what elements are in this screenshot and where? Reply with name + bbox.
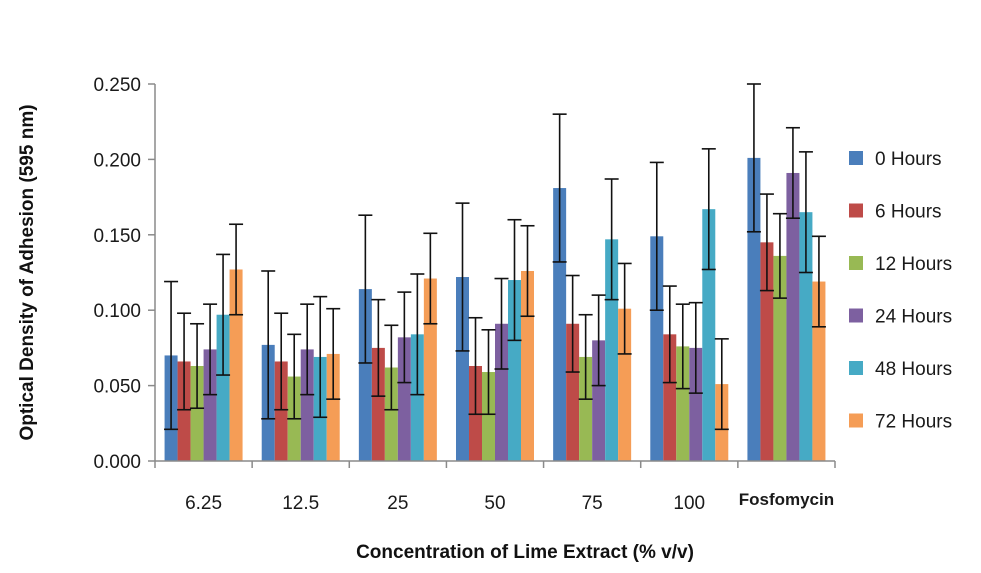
bar xyxy=(358,289,372,461)
error-bars-layer xyxy=(164,83,826,431)
legend-label: 24 Hours xyxy=(875,307,952,328)
bar xyxy=(663,334,677,461)
bar xyxy=(618,308,632,461)
bar xyxy=(592,340,606,461)
bar xyxy=(229,269,243,461)
y-ticks-layer: 0.000 0.050 0.100 0.150 0.200 0.250 xyxy=(93,75,155,473)
legend-swatch xyxy=(849,413,863,428)
bar xyxy=(482,372,495,461)
bar xyxy=(384,367,398,461)
bar xyxy=(508,280,521,461)
legend-label: 6 Hours xyxy=(875,202,942,223)
bar xyxy=(203,349,217,461)
legend: 0 Hours 6 Hours 12 Hours 24 Hours 48 Hours 72… xyxy=(849,149,952,433)
bar xyxy=(799,212,813,461)
bar xyxy=(216,314,230,461)
y-tick-label: 0.200 xyxy=(93,150,141,171)
legend-label: 0 Hours xyxy=(875,149,942,170)
bar xyxy=(566,323,580,461)
bar xyxy=(177,361,191,461)
x-tick-label: 12.5 xyxy=(282,493,319,514)
x-tick-label: 100 xyxy=(673,493,705,514)
y-tick-label: 0.250 xyxy=(93,75,141,96)
bar xyxy=(456,277,469,461)
bar xyxy=(274,361,288,461)
legend-swatch xyxy=(849,203,863,218)
y-axis-title: Optical Density of Adhesion (595 nm) xyxy=(17,104,38,440)
y-tick-label: 0.050 xyxy=(93,377,141,398)
bar xyxy=(702,209,716,461)
bar xyxy=(326,353,340,461)
legend-swatch xyxy=(849,256,863,270)
bar xyxy=(190,365,204,461)
y-tick-label: 0.100 xyxy=(93,301,141,322)
legend-label: 72 Hours xyxy=(875,412,952,433)
y-tick-label: 0.150 xyxy=(93,226,141,247)
x-ticks-layer: 6.25 12.5 25 50 75 100 Fosfomycin xyxy=(154,461,836,514)
bar xyxy=(371,347,385,461)
bar xyxy=(410,334,424,461)
bar xyxy=(650,236,664,461)
bar xyxy=(786,172,800,462)
bar xyxy=(605,239,619,461)
legend-swatch xyxy=(849,361,863,375)
bar xyxy=(676,346,690,461)
bar xyxy=(553,188,567,461)
x-axis-title: Concentration of Lime Extract (% v/v) xyxy=(356,542,694,563)
bar xyxy=(495,323,508,461)
bar xyxy=(689,347,703,461)
bar xyxy=(397,337,411,461)
bar xyxy=(300,349,314,461)
x-tick-label: 50 xyxy=(484,493,505,514)
x-tick-label: 25 xyxy=(387,493,408,514)
legend-label: 48 Hours xyxy=(875,359,952,380)
legend-swatch xyxy=(849,151,863,165)
legend-swatch xyxy=(849,308,863,323)
y-tick-label: 0.000 xyxy=(93,452,141,473)
bar xyxy=(579,356,593,461)
axes-layer xyxy=(154,84,835,462)
bar xyxy=(747,157,761,461)
bar xyxy=(760,242,774,461)
legend-label: 12 Hours xyxy=(875,254,952,275)
x-tick-label: 6.25 xyxy=(185,493,222,514)
x-tick-label: 75 xyxy=(582,493,603,514)
x-tick-label: Fosfomycin xyxy=(739,490,834,509)
bars-layer xyxy=(164,157,826,462)
bar xyxy=(521,270,534,461)
bar xyxy=(773,255,787,461)
